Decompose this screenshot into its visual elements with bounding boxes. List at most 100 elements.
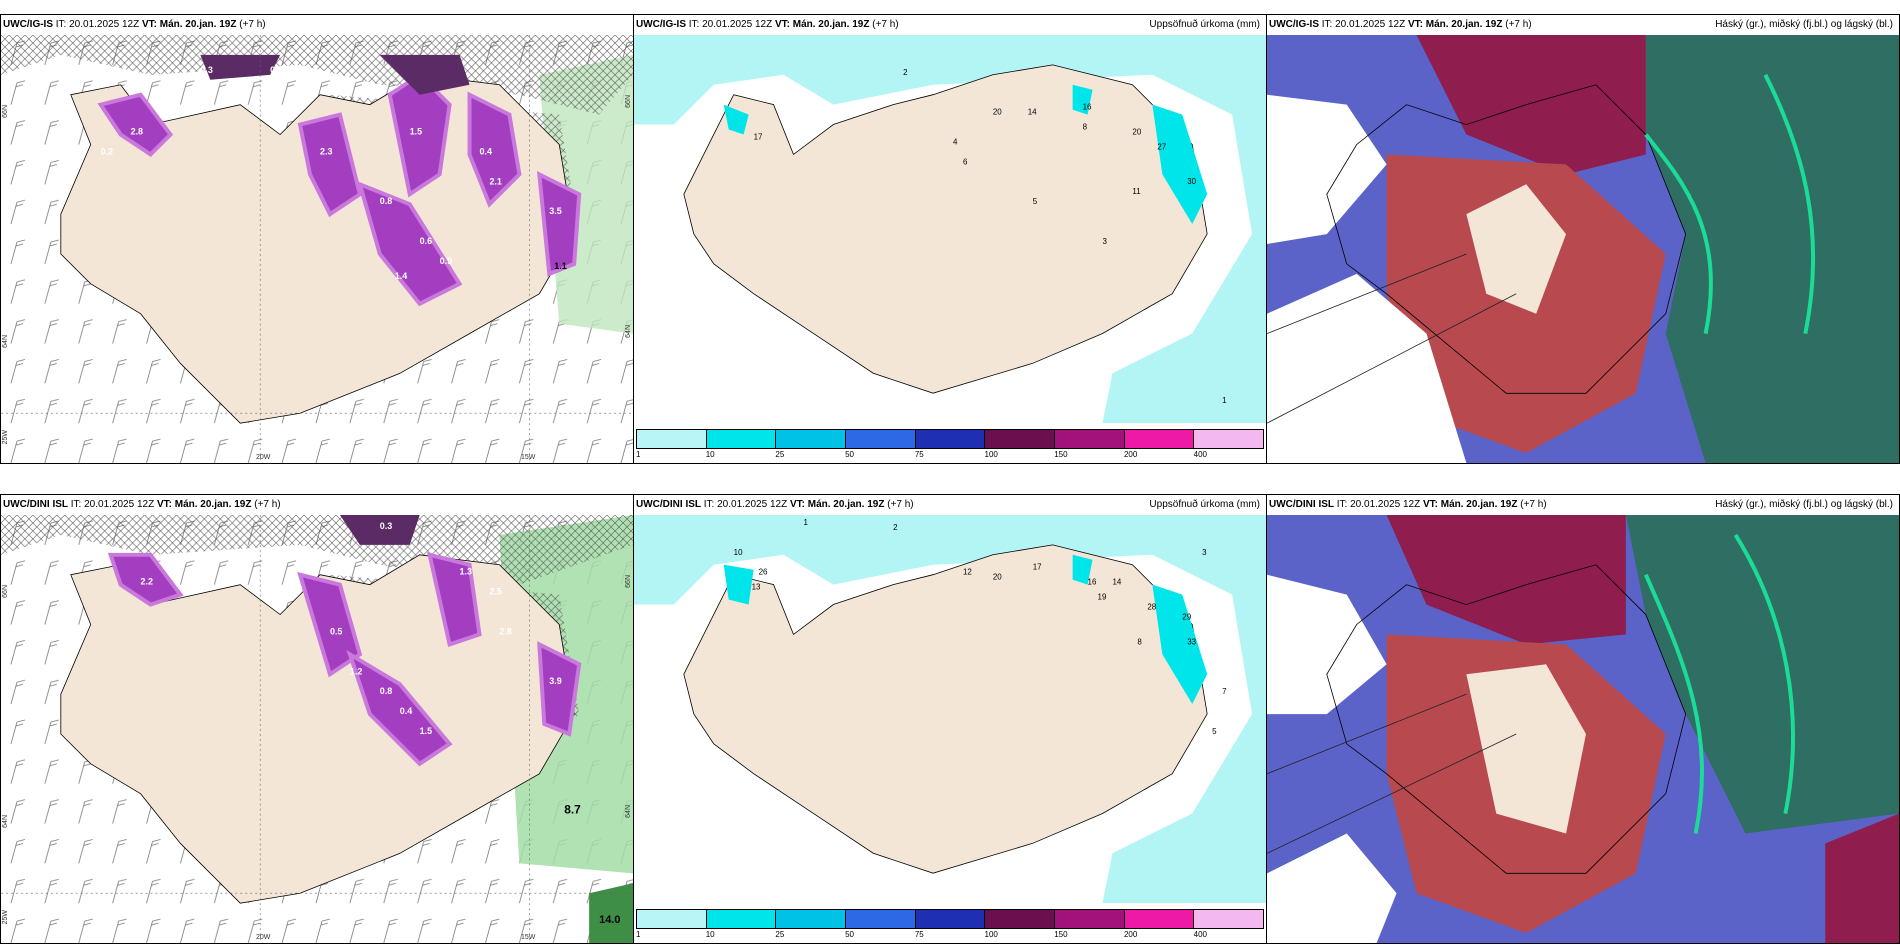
svg-text:0.4: 0.4 (479, 146, 491, 156)
svg-text:33: 33 (1187, 637, 1196, 646)
svg-text:0.8: 0.8 (380, 196, 392, 206)
svg-text:30: 30 (1187, 177, 1196, 186)
panel-row2-wind-snow: UWC/DINI ISL IT: 20.01.2025 12Z VT: Mán.… (0, 494, 634, 944)
init-time: 20.01.2025 12Z (69, 19, 140, 30)
panel-header: UWC/IG-IS IT: 20.01.2025 12Z VT: Mán. 20… (634, 15, 1266, 35)
svg-text:20: 20 (993, 108, 1002, 117)
svg-text:1.5: 1.5 (410, 127, 422, 137)
svg-text:2: 2 (903, 68, 908, 77)
svg-text:14.0: 14.0 (599, 914, 620, 926)
panel-row2-clouds: UWC/DINI ISL IT: 20.01.2025 12Z VT: Mán.… (1266, 494, 1900, 944)
svg-text:13: 13 (752, 583, 761, 592)
svg-text:2: 2 (893, 523, 898, 532)
svg-text:26: 26 (759, 568, 768, 577)
svg-text:0.4: 0.4 (400, 706, 412, 716)
colorbar-ticks: 1 10 25 50 75 100 150 200 400 (636, 930, 1208, 939)
svg-text:2.8: 2.8 (131, 127, 143, 137)
svg-text:29: 29 (1182, 612, 1191, 621)
snow-areas (97, 54, 582, 307)
svg-text:0.3: 0.3 (200, 65, 212, 75)
svg-text:0.9: 0.9 (440, 256, 452, 266)
svg-text:12: 12 (963, 568, 972, 577)
svg-text:7: 7 (1222, 687, 1227, 696)
precip-area (634, 35, 1266, 423)
svg-text:8.7: 8.7 (564, 803, 581, 817)
svg-text:0.3: 0.3 (380, 521, 392, 531)
svg-text:14: 14 (1112, 578, 1121, 587)
axis-lat-label: 64N (625, 325, 632, 338)
panel-header: UWC/IG-IS IT: 20.01.2025 12Z VT: Mán. 20… (1, 15, 633, 35)
colorbar-swatch (915, 430, 986, 448)
axis-lon-label: 15W (521, 454, 536, 461)
precip-labels: 1 2 10 26 13 17 20 12 16 14 19 28 29 33 … (734, 518, 1227, 736)
svg-text:8: 8 (1083, 123, 1088, 132)
svg-text:0.2: 0.2 (101, 146, 113, 156)
precip-map[interactable]: 2 17 20 14 16 20 27 30 11 5 6 4 8 3 1 (634, 35, 1266, 423)
svg-text:2.8: 2.8 (499, 626, 511, 636)
colorbar-swatch (1055, 910, 1125, 928)
colorbar-swatch (1194, 430, 1264, 448)
precip-heavy-areas (723, 554, 1208, 705)
svg-text:17: 17 (1033, 563, 1042, 572)
colorbar (636, 429, 1264, 449)
wind-snow-map[interactable]: 0.3 0.2 2.8 2.3 1.5 0.8 0.6 0.4 3.5 0.9 … (1, 35, 633, 463)
svg-text:1: 1 (1222, 396, 1227, 405)
svg-text:8: 8 (1137, 637, 1142, 646)
axis-lat-label: 66N (2, 105, 9, 118)
axis-lat-label: 64N (2, 335, 9, 348)
svg-text:0.5: 0.5 (330, 626, 342, 636)
svg-text:27: 27 (1157, 142, 1166, 151)
axis-lat-label: 66N (625, 95, 632, 108)
svg-text:20: 20 (1132, 127, 1141, 136)
map-canvas: 1 2 10 26 13 17 20 12 16 14 19 28 29 33 … (634, 515, 1266, 903)
panel-row1-wind-snow: UWC/IG-IS IT: 20.01.2025 12Z VT: Mán. 20… (0, 14, 634, 464)
svg-text:16: 16 (1083, 103, 1092, 112)
map-canvas: 0.3 0.2 2.8 2.3 1.5 0.8 0.6 0.4 3.5 0.9 … (1, 35, 633, 463)
map-canvas: 0.3 2.5 1.3 0.5 0.8 2.8 3.9 1.5 8.7 14.0… (1, 515, 633, 943)
svg-text:1.3: 1.3 (460, 567, 472, 577)
colorbar-swatch (985, 910, 1056, 928)
svg-text:5: 5 (1212, 727, 1217, 736)
svg-text:3.9: 3.9 (549, 676, 561, 686)
colorbar-swatch (846, 910, 916, 928)
colorbar-swatch (637, 430, 707, 448)
cloud-high-area (1645, 35, 1899, 463)
colorbar-swatch (1055, 430, 1125, 448)
svg-text:2.5: 2.5 (489, 587, 501, 597)
svg-text:11: 11 (1132, 187, 1141, 196)
wind-snow-map[interactable]: 0.3 2.5 1.3 0.5 0.8 2.8 3.9 1.5 8.7 14.0… (1, 515, 633, 943)
svg-text:10: 10 (734, 548, 743, 557)
svg-text:16: 16 (1088, 578, 1097, 587)
svg-text:3: 3 (1202, 548, 1207, 557)
svg-text:1.1: 1.1 (554, 261, 566, 271)
snow-areas (107, 515, 582, 767)
svg-text:2.3: 2.3 (320, 146, 332, 156)
svg-text:0.2: 0.2 (270, 65, 282, 75)
colorbar-swatch (915, 910, 986, 928)
colorbar-swatch (846, 430, 916, 448)
cloud-high-area (1625, 515, 1899, 834)
colorbar-swatch (706, 910, 777, 928)
iceland-land (683, 64, 1208, 394)
panel-row2-precipitation: UWC/DINI ISL IT: 20.01.2025 12Z VT: Mán.… (633, 494, 1267, 944)
svg-text:1.2: 1.2 (350, 666, 362, 676)
colorbar-swatch (776, 430, 847, 448)
svg-text:0.8: 0.8 (380, 686, 392, 696)
cloud-map[interactable] (1267, 515, 1899, 943)
svg-text:14: 14 (1028, 108, 1037, 117)
panel-row1-precipitation: UWC/IG-IS IT: 20.01.2025 12Z VT: Mán. 20… (633, 14, 1267, 464)
svg-text:28: 28 (1147, 603, 1156, 612)
colorbar-swatch (1124, 430, 1195, 448)
lead-time: (+7 h) (239, 19, 266, 30)
precip-map[interactable]: 1 2 10 26 13 17 20 12 16 14 19 28 29 33 … (634, 515, 1266, 903)
panel-header: UWC/DINI ISL IT: 20.01.2025 12Z VT: Mán.… (1267, 495, 1899, 515)
cloud-map[interactable] (1267, 35, 1899, 463)
iceland-land (683, 544, 1208, 874)
panel-title: Uppsöfnuð úrkoma (mm) (1149, 19, 1260, 30)
svg-text:6: 6 (963, 157, 968, 166)
svg-text:3.5: 3.5 (549, 206, 561, 216)
colorbar-swatch (1194, 910, 1264, 928)
map-canvas (1267, 515, 1899, 943)
colorbar-swatch (776, 910, 847, 928)
snow-labels: 0.3 2.5 1.3 0.5 0.8 2.8 3.9 1.5 8.7 14.0… (141, 521, 621, 926)
